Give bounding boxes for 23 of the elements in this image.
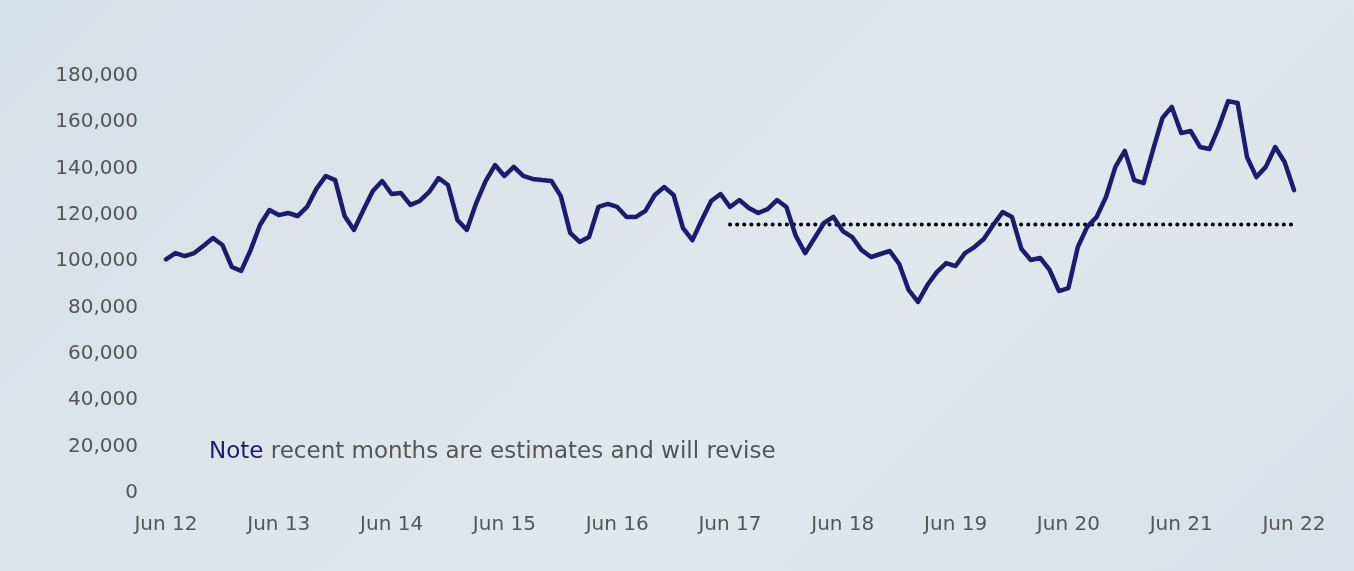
x-tick-label: Jun 16 (583, 511, 649, 535)
x-tick-label: Jun 13 (245, 511, 311, 535)
x-tick-label: Jun 18 (809, 511, 875, 535)
x-tick-label: Jun 17 (696, 511, 762, 535)
x-tick-label: Jun 21 (1147, 511, 1213, 535)
line-series (163, 98, 1297, 305)
y-tick-label: 0 (125, 479, 138, 503)
y-tick-label: 20,000 (68, 432, 138, 457)
x-tick-label: Jun 12 (132, 511, 198, 535)
x-tick-label: Jun 20 (1034, 511, 1100, 535)
y-tick-label: 140,000 (55, 154, 138, 179)
y-tick-label: 60,000 (68, 340, 138, 364)
y-tick-label: 80,000 (68, 293, 138, 318)
y-tick-label: 160,000 (55, 108, 138, 133)
x-tick-label: Jun 22 (1260, 511, 1326, 535)
y-tick-label: 100,000 (55, 247, 138, 272)
y-tick-label: 40,000 (68, 386, 138, 411)
x-tick-label: Jun 19 (922, 511, 988, 535)
annotation: Note recent months are estimates and will revise (209, 436, 776, 463)
y-tick-label: 180,000 (55, 62, 138, 86)
y-tick-label: 120,000 (55, 201, 138, 225)
x-tick-label: Jun 15 (470, 511, 536, 535)
x-tick-label: Jun 14 (358, 511, 424, 535)
